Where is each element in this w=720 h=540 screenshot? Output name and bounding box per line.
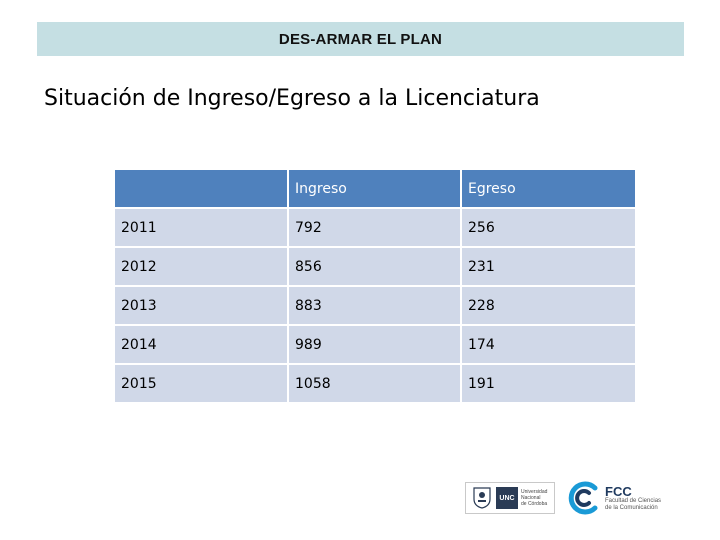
fcc-acronym: FCC xyxy=(605,483,632,499)
fcc-name-line: Facultad de Ciencias xyxy=(605,497,662,504)
ingreso-cell: 856 xyxy=(289,248,460,285)
column-header-egreso: Egreso xyxy=(462,170,635,207)
table-row: 2011 792 256 xyxy=(115,209,635,246)
table-row: 2012 856 231 xyxy=(115,248,635,285)
egreso-cell: 191 xyxy=(462,365,635,402)
table-row: 2015 1058 191 xyxy=(115,365,635,402)
table-row: 2014 989 174 xyxy=(115,326,635,363)
unc-name: Universidad Nacional de Córdoba xyxy=(521,489,553,507)
header-bar: DES-ARMAR EL PLAN xyxy=(37,22,684,56)
fcc-mark-icon xyxy=(568,481,598,515)
column-header-year xyxy=(115,170,287,207)
year-cell: 2012 xyxy=(115,248,287,285)
year-cell: 2015 xyxy=(115,365,287,402)
fcc-text: FCC Facultad de Ciencias de la Comunicac… xyxy=(605,485,661,512)
unc-abbr-badge: UNC xyxy=(496,487,518,509)
egreso-cell: 231 xyxy=(462,248,635,285)
ingreso-cell: 1058 xyxy=(289,365,460,402)
egreso-cell: 174 xyxy=(462,326,635,363)
header-title: DES-ARMAR EL PLAN xyxy=(278,30,443,48)
egreso-cell: 228 xyxy=(462,287,635,324)
unc-shield-icon xyxy=(471,485,493,511)
ingreso-cell: 883 xyxy=(289,287,460,324)
year-cell: 2014 xyxy=(115,326,287,363)
ingreso-egreso-table: Ingreso Egreso 2011 792 256 2012 856 231… xyxy=(113,168,637,404)
unc-name-line: de Córdoba xyxy=(521,501,548,507)
ingreso-cell: 989 xyxy=(289,326,460,363)
unc-name-line: Universidad xyxy=(521,489,548,495)
year-cell: 2011 xyxy=(115,209,287,246)
ingreso-cell: 792 xyxy=(289,209,460,246)
fcc-name-line: de la Comunicación xyxy=(605,504,658,511)
institution-logos: UNC Universidad Nacional de Córdoba FCC … xyxy=(465,480,685,518)
table-header-row: Ingreso Egreso xyxy=(115,170,635,207)
year-cell: 2013 xyxy=(115,287,287,324)
fcc-logo: FCC Facultad de Ciencias de la Comunicac… xyxy=(565,480,685,516)
unc-logo: UNC Universidad Nacional de Córdoba xyxy=(465,482,555,514)
slide-title: Situación de Ingreso/Egreso a la Licenci… xyxy=(44,86,540,111)
unc-name-line: Nacional xyxy=(521,495,541,501)
egreso-cell: 256 xyxy=(462,209,635,246)
column-header-ingreso: Ingreso xyxy=(289,170,460,207)
table-row: 2013 883 228 xyxy=(115,287,635,324)
